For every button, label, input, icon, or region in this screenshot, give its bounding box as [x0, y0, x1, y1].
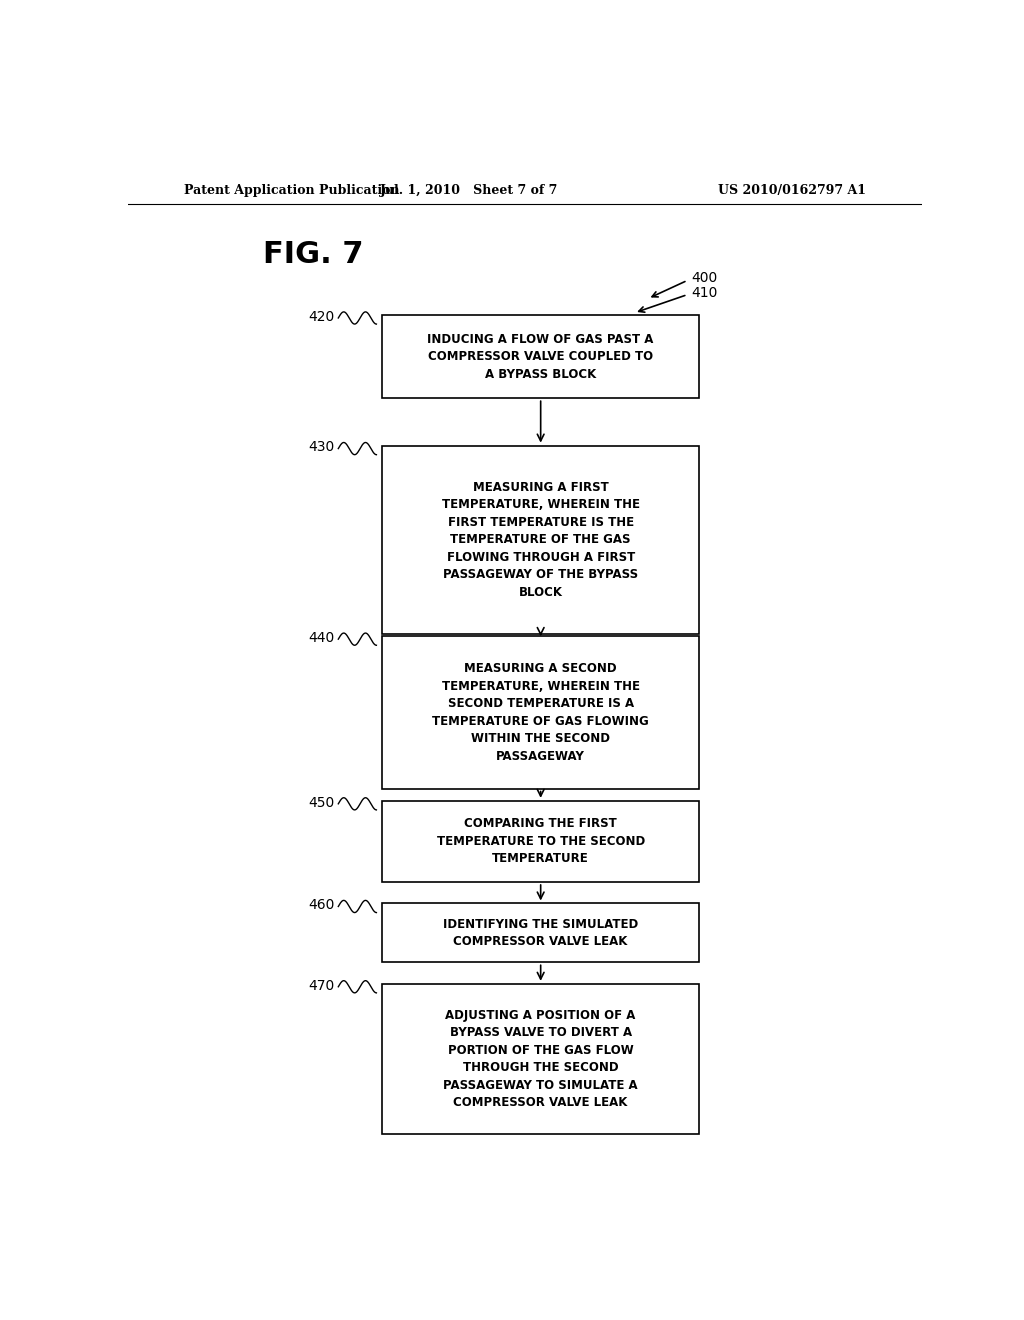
Text: INDUCING A FLOW OF GAS PAST A
COMPRESSOR VALVE COUPLED TO
A BYPASS BLOCK: INDUCING A FLOW OF GAS PAST A COMPRESSOR…: [427, 333, 654, 380]
Text: 400: 400: [691, 272, 718, 285]
FancyBboxPatch shape: [382, 801, 699, 882]
Text: 430: 430: [308, 441, 334, 454]
FancyBboxPatch shape: [382, 903, 699, 962]
Text: 420: 420: [308, 310, 334, 323]
Text: IDENTIFYING THE SIMULATED
COMPRESSOR VALVE LEAK: IDENTIFYING THE SIMULATED COMPRESSOR VAL…: [443, 917, 638, 948]
Text: MEASURING A SECOND
TEMPERATURE, WHEREIN THE
SECOND TEMPERATURE IS A
TEMPERATURE : MEASURING A SECOND TEMPERATURE, WHEREIN …: [432, 663, 649, 763]
Text: FIG. 7: FIG. 7: [263, 240, 364, 269]
Text: Jul. 1, 2010   Sheet 7 of 7: Jul. 1, 2010 Sheet 7 of 7: [380, 185, 558, 198]
Text: ADJUSTING A POSITION OF A
BYPASS VALVE TO DIVERT A
PORTION OF THE GAS FLOW
THROU: ADJUSTING A POSITION OF A BYPASS VALVE T…: [443, 1008, 638, 1109]
Text: 410: 410: [691, 285, 718, 300]
Text: 440: 440: [308, 631, 334, 645]
Text: Patent Application Publication: Patent Application Publication: [183, 185, 399, 198]
Text: 460: 460: [308, 899, 334, 912]
FancyBboxPatch shape: [382, 636, 699, 788]
Text: US 2010/0162797 A1: US 2010/0162797 A1: [718, 185, 866, 198]
Text: 450: 450: [308, 796, 334, 809]
Text: MEASURING A FIRST
TEMPERATURE, WHEREIN THE
FIRST TEMPERATURE IS THE
TEMPERATURE : MEASURING A FIRST TEMPERATURE, WHEREIN T…: [441, 480, 640, 598]
FancyBboxPatch shape: [382, 315, 699, 399]
FancyBboxPatch shape: [382, 446, 699, 634]
Text: COMPARING THE FIRST
TEMPERATURE TO THE SECOND
TEMPERATURE: COMPARING THE FIRST TEMPERATURE TO THE S…: [436, 817, 645, 866]
Text: 470: 470: [308, 978, 334, 993]
FancyBboxPatch shape: [382, 983, 699, 1134]
